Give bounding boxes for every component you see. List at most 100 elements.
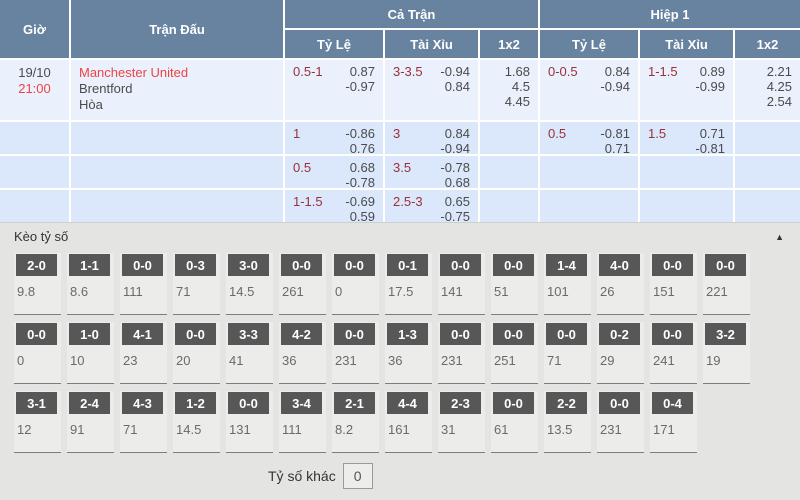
odds-cell-ft-handicap[interactable]: 1-1.5 -0.69 0.59 bbox=[285, 190, 383, 224]
score-cell[interactable]: 1-0 10 bbox=[67, 322, 114, 384]
score-cell[interactable]: 0-0 231 bbox=[438, 322, 485, 384]
odds-cell-ft-overunder[interactable]: 3 0.84 -0.94 bbox=[385, 122, 478, 156]
odds-value: -0.86 bbox=[345, 126, 375, 141]
odds-cell-ft-handicap[interactable]: 1 -0.86 0.76 bbox=[285, 122, 383, 156]
odds-value: 4.5 bbox=[511, 79, 530, 94]
collapse-arrow-icon[interactable]: ▲ bbox=[775, 231, 784, 242]
handicap-line: 0.5 bbox=[548, 126, 567, 141]
score-cell[interactable]: 3-0 14.5 bbox=[226, 253, 273, 315]
score-cell[interactable]: 0-0 0 bbox=[14, 322, 61, 384]
score-cell[interactable]: 2-1 8.2 bbox=[332, 391, 379, 453]
score-label: 2-1 bbox=[334, 392, 375, 414]
handicap-line: 1-1.5 bbox=[293, 194, 323, 209]
empty-cell bbox=[640, 190, 733, 222]
score-label: 4-2 bbox=[281, 323, 322, 345]
home-team-name: Manchester United bbox=[79, 65, 189, 80]
handicap-line: 0.5 bbox=[293, 160, 312, 175]
score-odds-value: 231 bbox=[335, 353, 357, 368]
score-cell[interactable]: 3-1 12 bbox=[14, 391, 61, 453]
other-score-label: Tỷ số khác bbox=[268, 468, 336, 484]
draw-label: Hòa bbox=[79, 97, 103, 112]
odds-cell-ft-1x2[interactable]: 1.68 4.5 4.45 bbox=[480, 60, 538, 120]
score-cell[interactable]: 1-1 8.6 bbox=[67, 253, 114, 315]
score-cell[interactable]: 4-0 26 bbox=[597, 253, 644, 315]
handicap-line: 0-0.5 bbox=[548, 64, 578, 79]
odds-cell-h1-overunder[interactable]: 1-1.5 0.89 -0.99 bbox=[640, 60, 733, 120]
score-label: 0-1 bbox=[387, 254, 428, 276]
score-cell[interactable]: 0-0 221 bbox=[703, 253, 750, 315]
col-header-ft-overunder: Tài Xỉu bbox=[385, 30, 478, 58]
odds-value: -0.78 bbox=[345, 175, 375, 190]
score-cell[interactable]: 3-4 111 bbox=[279, 391, 326, 453]
score-odds-value: 0 bbox=[335, 284, 343, 299]
score-section-header[interactable]: Kèo tỷ số ▲ bbox=[0, 223, 800, 250]
score-cell[interactable]: 0-0 51 bbox=[491, 253, 538, 315]
score-label: 1-2 bbox=[175, 392, 216, 414]
odds-cell-h1-handicap[interactable]: 0-0.5 0.84 -0.94 bbox=[540, 60, 638, 120]
score-cell[interactable]: 3-2 19 bbox=[703, 322, 750, 384]
overunder-line: 2.5-3 bbox=[393, 194, 423, 209]
score-label: 0-0 bbox=[599, 392, 640, 414]
score-cell[interactable]: 1-3 36 bbox=[385, 322, 432, 384]
score-cell[interactable]: 4-2 36 bbox=[279, 322, 326, 384]
score-cell[interactable]: 0-4 171 bbox=[650, 391, 697, 453]
empty-cell bbox=[0, 156, 69, 188]
score-cell[interactable]: 0-0 231 bbox=[332, 322, 379, 384]
score-cell[interactable]: 0-0 131 bbox=[226, 391, 273, 453]
score-cell[interactable]: 0-0 151 bbox=[650, 253, 697, 315]
score-cell[interactable]: 0-0 71 bbox=[544, 322, 591, 384]
score-cell[interactable]: 0-0 231 bbox=[597, 391, 644, 453]
score-odds-value: 111 bbox=[123, 284, 143, 299]
score-odds-value: 9.8 bbox=[17, 284, 36, 299]
col-header-full-match: Cả Trận bbox=[285, 0, 538, 28]
score-cell[interactable]: 1-4 101 bbox=[544, 253, 591, 315]
odds-cell-ft-overunder[interactable]: 2.5-3 0.65 -0.75 bbox=[385, 190, 478, 224]
score-cell[interactable]: 2-2 13.5 bbox=[544, 391, 591, 453]
odds-cell-h1-handicap[interactable]: 0.5 -0.81 0.71 bbox=[540, 122, 638, 156]
odds-cell-h1-overunder[interactable]: 1.5 0.71 -0.81 bbox=[640, 122, 733, 156]
score-cell[interactable]: 0-0 251 bbox=[491, 322, 538, 384]
score-cell[interactable]: 0-0 111 bbox=[120, 253, 167, 315]
score-cell[interactable]: 4-3 71 bbox=[120, 391, 167, 453]
score-cell[interactable]: 2-0 9.8 bbox=[14, 253, 61, 315]
score-cell[interactable]: 0-3 71 bbox=[173, 253, 220, 315]
score-odds-value: 8.6 bbox=[70, 284, 89, 299]
score-cell[interactable]: 0-0 20 bbox=[173, 322, 220, 384]
score-label: 2-4 bbox=[69, 392, 110, 414]
score-cell[interactable]: 1-2 14.5 bbox=[173, 391, 220, 453]
score-cell[interactable]: 3-3 41 bbox=[226, 322, 273, 384]
score-cell[interactable]: 0-0 61 bbox=[491, 391, 538, 453]
score-cell[interactable]: 0-0 261 bbox=[279, 253, 326, 315]
score-odds-value: 14.5 bbox=[176, 422, 202, 437]
score-cell[interactable]: 0-2 29 bbox=[597, 322, 644, 384]
odds-value: 2.54 bbox=[766, 94, 792, 109]
score-odds-value: 17.5 bbox=[388, 284, 414, 299]
odds-cell-ft-handicap[interactable]: 0.5-1 0.87 -0.97 bbox=[285, 60, 383, 120]
odds-cell-ft-overunder[interactable]: 3-3.5 -0.94 0.84 bbox=[385, 60, 478, 120]
score-label: 0-0 bbox=[281, 254, 322, 276]
odds-value: 1.68 bbox=[504, 64, 530, 79]
score-cell[interactable]: 2-3 31 bbox=[438, 391, 485, 453]
score-label: 0-0 bbox=[705, 254, 746, 276]
score-cell[interactable]: 0-1 17.5 bbox=[385, 253, 432, 315]
score-cell[interactable]: 0-0 0 bbox=[332, 253, 379, 315]
odds-cell-ft-handicap[interactable]: 0.5 0.68 -0.78 bbox=[285, 156, 383, 190]
score-grid: 2-0 9.8 1-1 8.6 0-0 111 0-3 71 3-0 14.5 0-0 261 0-0 0… bbox=[0, 250, 800, 453]
score-cell[interactable]: 4-4 161 bbox=[385, 391, 432, 453]
score-odds-value: 0 bbox=[17, 353, 25, 368]
score-label: 0-0 bbox=[16, 323, 57, 345]
score-cell[interactable]: 4-1 23 bbox=[120, 322, 167, 384]
score-cell[interactable]: 2-4 91 bbox=[67, 391, 114, 453]
score-cell[interactable]: 0-0 141 bbox=[438, 253, 485, 315]
odds-cell-h1-1x2[interactable]: 2.21 4.25 2.54 bbox=[735, 60, 800, 120]
score-label: 3-2 bbox=[705, 323, 746, 345]
col-header-h1-handicap: Tỷ Lệ bbox=[540, 30, 638, 58]
score-odds-value: 71 bbox=[547, 353, 562, 368]
score-cell[interactable]: 0-0 241 bbox=[650, 322, 697, 384]
overunder-line: 3.5 bbox=[393, 160, 412, 175]
odds-cell-ft-overunder[interactable]: 3.5 -0.78 0.68 bbox=[385, 156, 478, 190]
score-label: 0-0 bbox=[546, 323, 587, 345]
other-score-value-box[interactable]: 0 bbox=[342, 463, 373, 489]
away-team-name: Brentford bbox=[79, 81, 133, 96]
odds-value: -0.97 bbox=[345, 79, 375, 94]
